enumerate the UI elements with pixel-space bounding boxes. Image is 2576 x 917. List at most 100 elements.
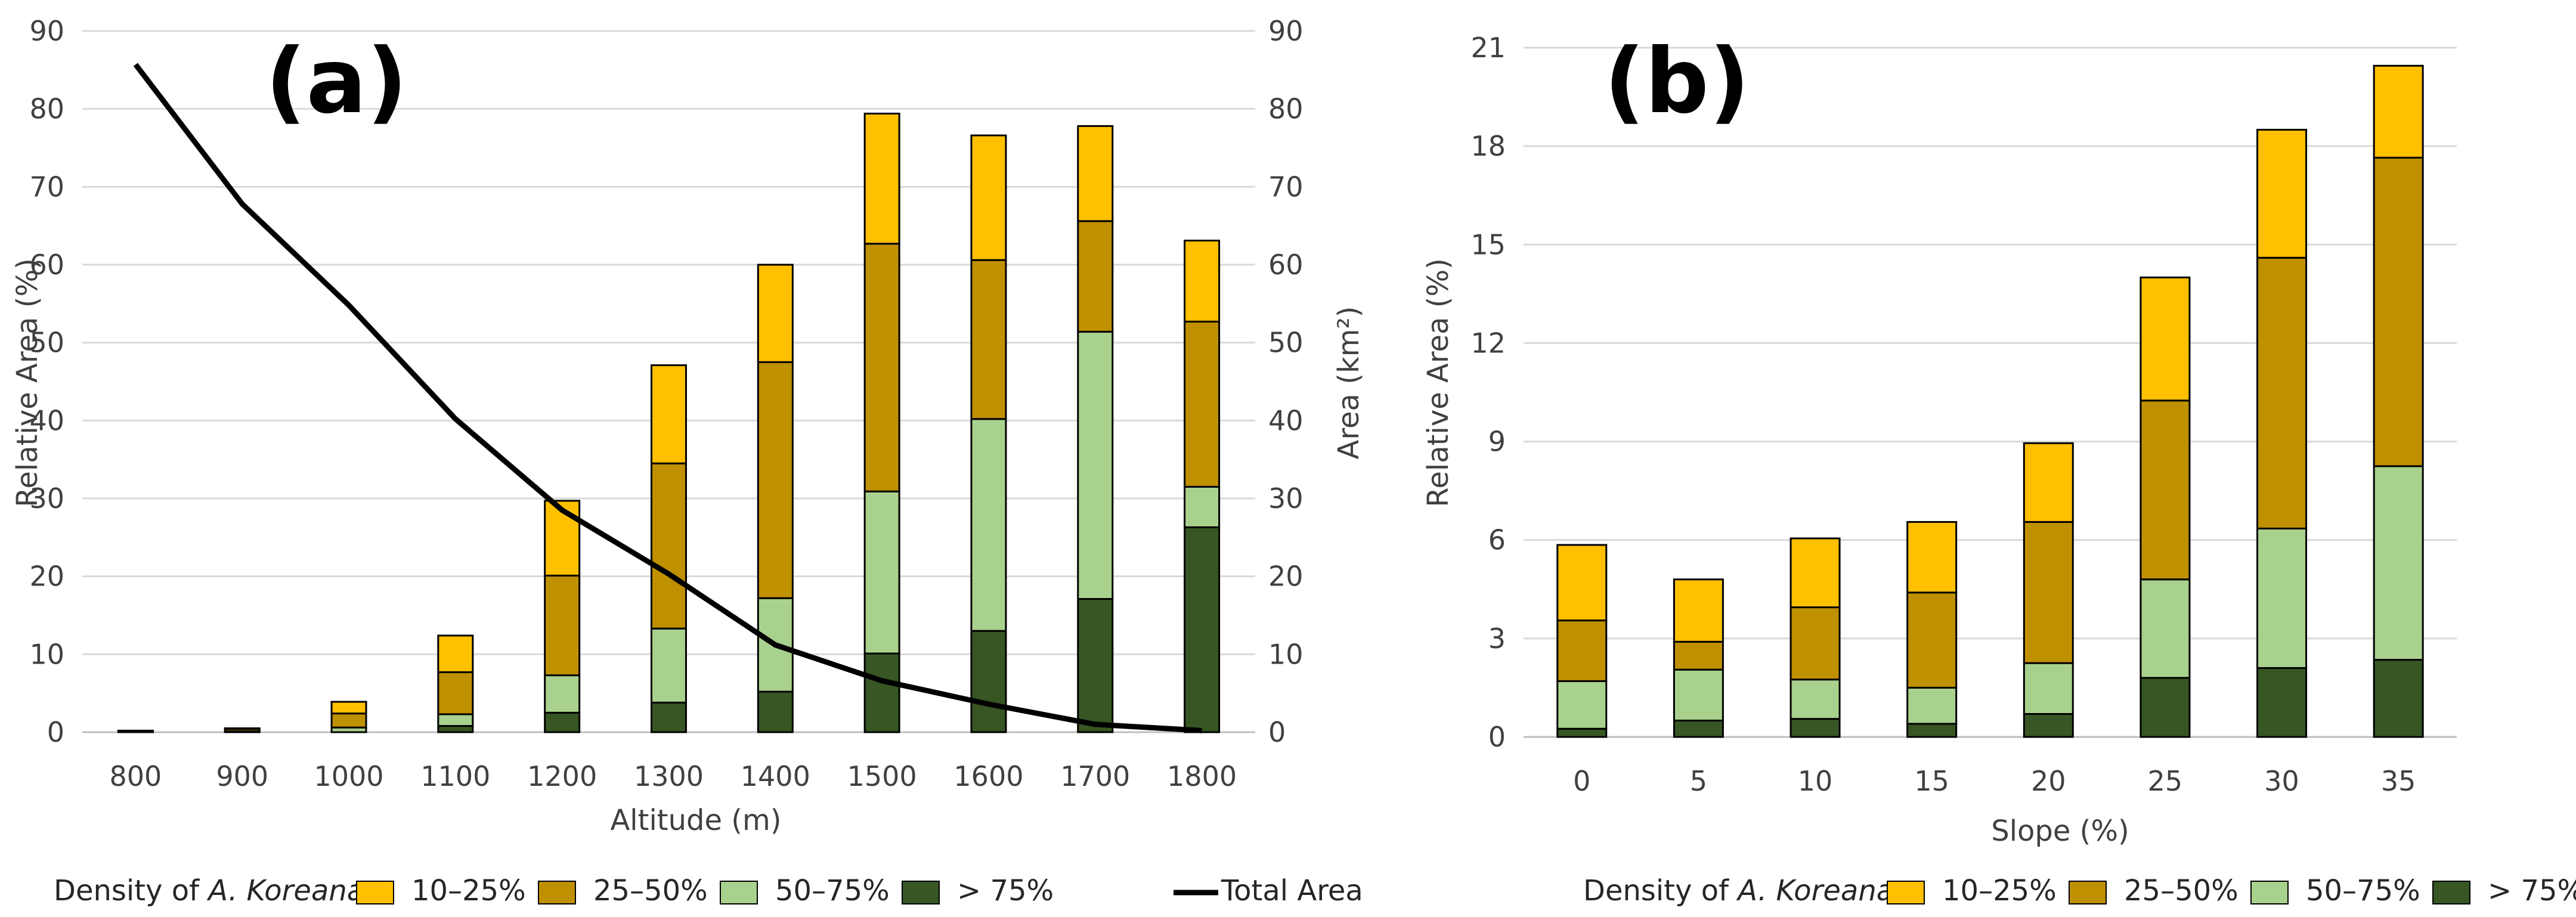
chart-b-bar-35-25-50 (2373, 156, 2424, 467)
chart-a-bar-1400-75 (757, 690, 794, 733)
chart-a-bar-1700-10-25 (1077, 125, 1114, 222)
svg-text:Density of A. Koreana: Density of A. Koreana (1583, 874, 1894, 907)
chart-b-x-tick-30: 30 (2264, 765, 2299, 797)
chart-a-bar-900-10-25 (224, 727, 261, 730)
chart-b-bar-25-50-75 (2140, 578, 2191, 679)
chart-b-bar-20-50-75 (2023, 662, 2074, 715)
chart-a-bar-1400-10-25 (757, 264, 794, 363)
chart-b-legend-title-prefix: Density of (1583, 874, 1729, 907)
chart-b-x-tick-25: 25 (2148, 765, 2183, 797)
chart-a-legend-title-species: A. Koreana (206, 874, 364, 907)
chart-a-y-tick-70: 70 (29, 171, 64, 203)
chart-a-x-tick-1400: 1400 (741, 760, 810, 792)
chart-a-legend-swatch-25-50 (538, 881, 576, 904)
chart-b-bar-5-75 (1673, 719, 1724, 738)
chart-a-bar-1600-75 (970, 630, 1007, 733)
chart-b-bars (1556, 64, 2424, 738)
chart-b-legend-swatch-75 (2432, 881, 2470, 904)
chart-b-bar-20-75 (2023, 712, 2074, 738)
chart-b-y-tick-15: 15 (1470, 228, 1506, 261)
chart-a-bar-1200-25-50 (544, 574, 581, 677)
chart-b-y-tick-0: 0 (1488, 721, 1506, 753)
chart-b-y-tick-6: 6 (1488, 524, 1506, 556)
chart-b-x-tick-0: 0 (1573, 765, 1590, 797)
chart-a-total-area-line (133, 63, 1202, 733)
chart-a-y-tick-0: 0 (47, 716, 64, 748)
chart-a-y2-tick-40: 40 (1268, 404, 1304, 436)
chart-a-bars (117, 113, 1221, 733)
chart-b-bar-0-25-50 (1556, 619, 1608, 682)
chart-b-bar-15-75 (1906, 723, 1958, 738)
chart-b-bar-25-25-50 (2140, 399, 2191, 581)
chart-b-bar-30-75 (2256, 667, 2308, 738)
chart-a-legend-label-total-area: Total Area (1221, 874, 1363, 907)
chart-b-legend-label-75: > 75% (2488, 874, 2576, 907)
chart-b-y-tick-18: 18 (1470, 130, 1506, 162)
chart-b-bar-0-50-75 (1556, 680, 1608, 730)
chart-a-y-tick-90: 90 (29, 15, 64, 47)
chart-b-bar-25-10-25 (2140, 276, 2191, 402)
chart-a-y2-tick-70: 70 (1268, 171, 1304, 203)
chart-b-bar-30-25-50 (2256, 256, 2308, 529)
chart-a-y-tick-30: 30 (29, 482, 64, 515)
chart-b-x-axis-label: Slope (%) (1991, 814, 2129, 848)
chart-a-bar-1700-50-75 (1077, 330, 1114, 600)
chart-a-legend-label-75: > 75% (957, 874, 1054, 907)
chart-b-legend-swatch-10-25 (1887, 881, 1925, 904)
chart-a-bar-1600-10-25 (970, 134, 1007, 261)
chart-a-legend-label-50-75: 50–75% (775, 874, 890, 907)
chart-a-y-tick-80: 80 (29, 93, 64, 125)
chart-a-x-tick-800: 800 (110, 760, 162, 792)
chart-b-legend-swatch-25-50 (2069, 881, 2107, 904)
chart-b-legend-label-50-75: 50–75% (2306, 874, 2420, 907)
chart-a-bar-1200-50-75 (544, 674, 581, 714)
chart-a-y2-tick-10: 10 (1268, 638, 1304, 670)
chart-a-x-tick-1000: 1000 (314, 760, 384, 792)
chart-b-bar-10-10-25 (1789, 537, 1841, 609)
chart-a-bar-1500-10-25 (863, 113, 900, 245)
chart-b-bar-30-50-75 (2256, 527, 2308, 669)
chart-b-bar-20-10-25 (2023, 442, 2074, 523)
chart-b-legend-label-25-50: 25–50% (2124, 874, 2238, 907)
chart-a-legend-swatch-50-75 (720, 881, 758, 904)
chart-b-bar-10-50-75 (1789, 679, 1841, 720)
chart-b-bar-10-75 (1789, 718, 1841, 738)
chart-b-legend-title-species: A. Koreana (1736, 874, 1894, 907)
chart-b-bar-15-50-75 (1906, 686, 1958, 725)
svg-text:Density of A. Koreana: Density of A. Koreana (54, 874, 364, 907)
chart-a-bar-1300-50-75 (651, 627, 687, 704)
chart-a-bar-1300-25-50 (651, 462, 687, 630)
chart-a-y2-tick-0: 0 (1268, 716, 1286, 748)
chart-a-y2-tick-50: 50 (1268, 327, 1304, 359)
chart-a-bar-1300-75 (651, 701, 687, 733)
chart-b-y-tick-3: 3 (1488, 622, 1506, 655)
chart-b-bar-10-25-50 (1789, 606, 1841, 681)
chart-a-legend-label-25-50: 25–50% (593, 874, 708, 907)
chart-a-x-tick-1600: 1600 (953, 760, 1023, 792)
chart-b-legend: Density of A. Koreana 10–25% 25–50% 50–75%… (1583, 874, 2576, 907)
chart-a-x-tick-1700: 1700 (1060, 760, 1130, 792)
chart-a-total-area-polyline (133, 63, 1202, 733)
chart-b-x-tick-20: 20 (2031, 765, 2066, 797)
chart-b-gridlines (1524, 47, 2457, 738)
chart-b-y-tick-12: 12 (1470, 327, 1506, 359)
chart-a-y-axis-label: Relative Area (%) (11, 258, 44, 507)
chart-a-bar-1800-25-50 (1184, 320, 1221, 488)
chart-a-legend-label-10-25: 10–25% (411, 874, 526, 907)
chart-a-bar-1800-10-25 (1184, 239, 1221, 323)
chart-b-legend-swatch-50-75 (2250, 881, 2289, 904)
chart-a-bar-1700-25-50 (1077, 220, 1114, 333)
chart-a-y-tick-50: 50 (29, 327, 64, 359)
chart-a-gridlines (82, 30, 1255, 733)
chart-a-y-tick-60: 60 (29, 249, 64, 281)
chart-a-x-tick-1100: 1100 (420, 760, 490, 792)
chart-b-bar-0-75 (1556, 727, 1608, 738)
chart-a-bar-1100-10-25 (437, 634, 474, 673)
chart-b-bar-15-10-25 (1906, 521, 1958, 594)
chart-a-bar-1600-50-75 (970, 418, 1007, 632)
chart-b-bar-15-25-50 (1906, 591, 1958, 689)
chart-a-y2-tick-20: 20 (1268, 560, 1304, 593)
chart-b-bar-35-10-25 (2373, 64, 2424, 159)
chart-a-legend-swatch-10-25 (356, 881, 394, 904)
